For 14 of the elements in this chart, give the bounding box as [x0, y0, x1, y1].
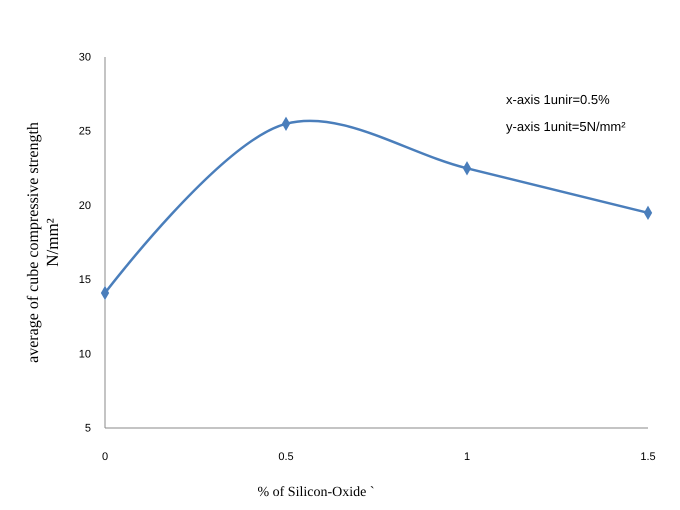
y-tick-label: 30: [78, 52, 91, 64]
y-tick-label: 20: [78, 200, 91, 212]
x-tick-label: 0.5: [278, 450, 294, 463]
annotation: y-axis 1unit=5N/mm²: [506, 119, 626, 134]
x-axis-title: % of Silicon-Oxide `: [257, 485, 375, 500]
y-tick-label: 25: [78, 126, 91, 138]
x-tick-label: 0: [102, 450, 108, 463]
y-tick-label: 10: [78, 348, 91, 360]
x-tick-label: 1: [464, 450, 470, 463]
y-tick-label: 15: [78, 274, 91, 286]
annotation: x-axis 1unir=0.5%: [506, 92, 610, 107]
y-tick-label: 5: [84, 422, 91, 435]
x-tick-label: 1.5: [640, 450, 656, 463]
y-axis-title: average of cube compressive strength N/mm²: [25, 122, 62, 363]
